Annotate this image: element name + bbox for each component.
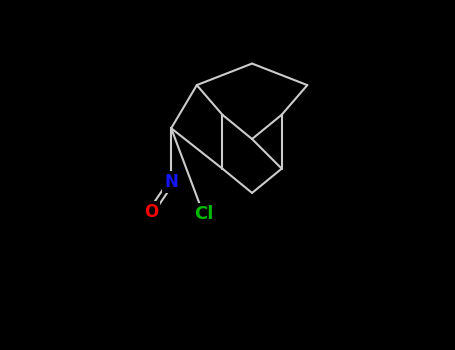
Text: Cl: Cl: [194, 205, 213, 224]
Text: O: O: [144, 203, 158, 221]
Text: N: N: [164, 173, 178, 191]
